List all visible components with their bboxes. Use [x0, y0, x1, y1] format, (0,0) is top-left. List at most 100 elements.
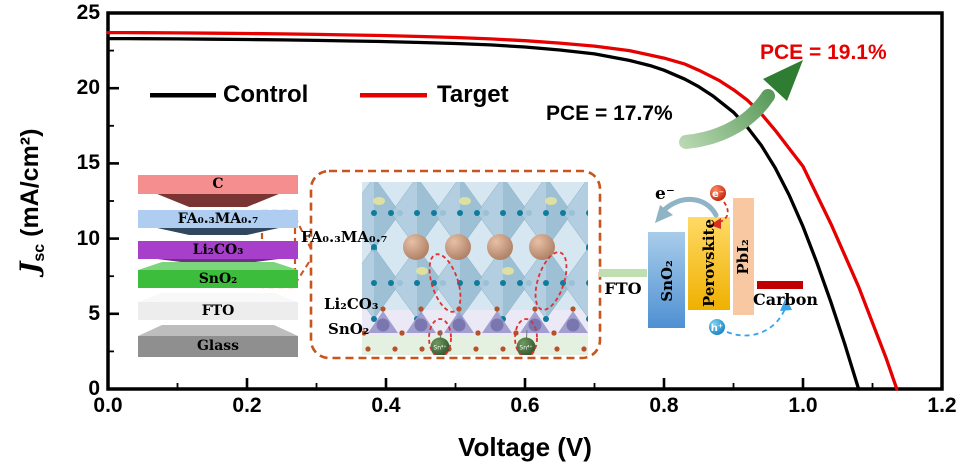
- halide-dot: [474, 280, 480, 286]
- oxygen-dot: [419, 346, 425, 352]
- defect-ellipse: [428, 253, 462, 313]
- octahedron-facet: [503, 247, 529, 319]
- halide-dot: [474, 210, 480, 216]
- halide-dot: [612, 210, 618, 216]
- stack-layer-label: Glass: [196, 338, 240, 354]
- stack-layer-label: FTO: [201, 303, 235, 319]
- target-curve: [106, 30, 899, 391]
- octahedron-facet: [503, 182, 529, 249]
- stack-layer-front: [138, 241, 298, 259]
- oxygen-dot: [570, 306, 576, 312]
- sno2-band-rect: [648, 232, 685, 328]
- halide-dot: [543, 210, 549, 216]
- halide-dot: [543, 280, 549, 286]
- sno2-band: [362, 336, 588, 355]
- inset-perovskite-label: FA₀.₃MA₀.₇: [301, 228, 388, 246]
- carbon-band-bar: [757, 281, 803, 289]
- hole-circle: [709, 319, 725, 335]
- electron-return-arrowhead: [710, 218, 721, 229]
- halide-dot: [586, 316, 588, 322]
- octahedron-facet: [546, 247, 572, 319]
- octahedron: [562, 182, 588, 249]
- fto-band-bar: [599, 269, 647, 277]
- stack-layer-label: FA₀.₃MA₀.₇: [177, 211, 259, 227]
- tetrahedron-core: [490, 318, 504, 332]
- stack-layer-topface: [138, 293, 298, 302]
- y-axis-subscript: sc: [31, 243, 48, 262]
- y-axis-unit: (mA/cm²): [16, 128, 44, 244]
- legend-target-label: Target: [437, 81, 509, 108]
- oxygen-dot: [437, 330, 443, 336]
- halide-dot: [500, 280, 506, 286]
- pbi2-band-rect: [733, 198, 754, 315]
- octahedron-facet: [374, 247, 400, 319]
- plot-frame: [106, 11, 944, 391]
- stack-layer-front: [138, 336, 298, 357]
- electron-transfer-arrow: [660, 196, 719, 218]
- x-tick-label: 1.0: [788, 394, 818, 417]
- tin-ion-label: Sn⁴⁺: [433, 345, 446, 352]
- halide-dot: [414, 210, 420, 216]
- oxygen-dot: [475, 330, 481, 336]
- tin-sphere: [430, 337, 450, 355]
- y-axis-label: Jsc (mA/cm²): [15, 129, 49, 274]
- oxygen-dot: [399, 330, 405, 336]
- electron-circle-label: e⁻: [712, 189, 724, 200]
- stack-layer-shadow: [157, 194, 279, 207]
- inset-licarbonate-label: Li₂CO₃: [324, 295, 379, 313]
- stack-layer-shadow: [157, 259, 279, 263]
- halide-dot: [388, 280, 394, 286]
- tetrahedron-core: [376, 318, 390, 332]
- halide-dot: [500, 210, 506, 216]
- oxygen-dot: [551, 330, 557, 336]
- x-tick-label: 0.2: [232, 394, 262, 417]
- octahedron-accent: [502, 267, 514, 275]
- stack-layer-topface: [138, 262, 298, 270]
- perovskite-band-rect: [688, 217, 730, 310]
- oxygen-dot: [581, 346, 587, 352]
- band-pbi2-label: PbI₂: [734, 239, 752, 275]
- crystal-structure: Sn⁴⁺ Sn⁴⁺: [362, 182, 618, 355]
- control-pce-annotation: PCE = 17.7%: [546, 102, 673, 125]
- band-electron-label: e⁻: [655, 184, 675, 204]
- stack-layer-front: [138, 270, 298, 288]
- stack-layer-front: [138, 302, 298, 320]
- halide-dot: [560, 210, 566, 216]
- octahedron-accent: [545, 197, 557, 205]
- licarbonate-band: [362, 310, 588, 336]
- halide-dot: [517, 280, 523, 286]
- oxygen-dot: [532, 306, 538, 312]
- halide-dot: [586, 210, 588, 216]
- halide-dot: [371, 244, 377, 250]
- electron-circle: [710, 185, 726, 201]
- stack-layer-label: SnO₂: [198, 271, 238, 287]
- y-tick-label: 10: [76, 226, 100, 250]
- stack-layer-shadow: [157, 228, 279, 235]
- oxygen-dot: [362, 330, 367, 336]
- halide-dot: [586, 280, 588, 286]
- cation-sphere: [529, 234, 555, 260]
- oxygen-dot: [380, 306, 386, 312]
- halide-dot: [414, 280, 420, 286]
- legend-target-swatch: [360, 93, 427, 98]
- y-axis-symbol: J: [15, 261, 44, 274]
- halide-dot: [457, 210, 463, 216]
- oxygen-dot: [494, 306, 500, 312]
- halide-dot: [371, 316, 377, 322]
- x-tick-label: 0.4: [371, 394, 401, 417]
- halide-dot: [517, 210, 523, 216]
- halide-dot: [586, 244, 588, 250]
- defect-ellipse: [428, 318, 452, 355]
- electron-transfer-arrowhead: [655, 205, 673, 223]
- hole-circle-label: h⁺: [711, 323, 723, 334]
- oxygen-dot: [365, 346, 371, 352]
- y-tick-label: 15: [76, 151, 100, 175]
- tin-ion-label: Sn⁴⁺: [519, 345, 532, 352]
- stack-layer-front: [138, 210, 298, 228]
- octahedron-facet: [460, 247, 486, 319]
- band-carbon-label: Carbon: [753, 290, 819, 309]
- stack-layer-topface: [138, 325, 298, 336]
- halide-dot: [388, 210, 394, 216]
